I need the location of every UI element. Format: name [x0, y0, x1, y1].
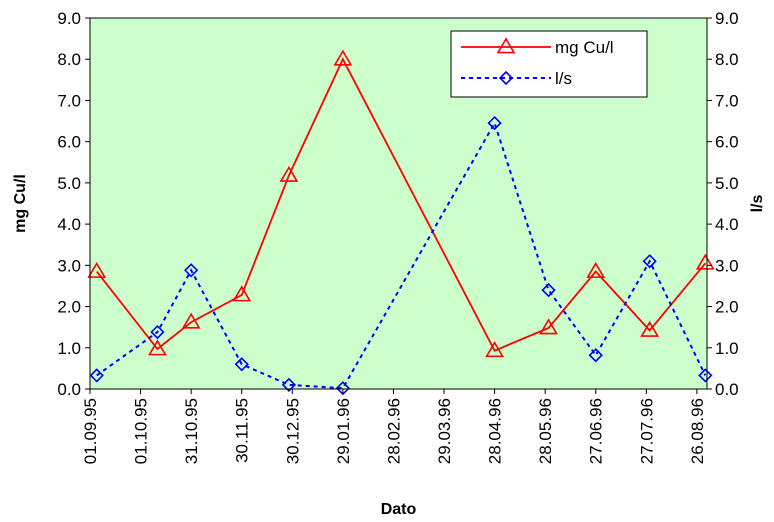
- series-0: [87, 49, 715, 358]
- data-point-0: [586, 261, 606, 278]
- data-point-0: [279, 165, 299, 182]
- x-tick-label: 01.09.95: [81, 398, 100, 464]
- data-point-0: [640, 320, 660, 337]
- x-tick-label: 30.11.95: [233, 398, 252, 463]
- data-point-1: [184, 263, 199, 278]
- y-tick-label-right: 3.0: [715, 256, 739, 275]
- y-tick-label-right: 8.0: [715, 50, 739, 69]
- y-tick-label-left: 3.0: [57, 256, 81, 275]
- data-point-0: [232, 285, 252, 302]
- y-axis-title-left: mg Cu/l: [12, 174, 29, 233]
- legend-label: mg Cu/l: [555, 38, 614, 57]
- x-tick-label: 28.05.96: [536, 398, 555, 464]
- data-point-1: [588, 348, 603, 363]
- axes: 0.0 0.0 1.0 1.0 2.0 2.0 3.0 3.0 4.0 4.0 5.0 5.0 6.0 6…: [57, 9, 738, 464]
- y-tick-label-left: 0.0: [57, 380, 81, 399]
- x-tick-label: 29.01.96: [334, 398, 353, 464]
- y-tick-label-left: 1.0: [57, 339, 81, 358]
- y-tick-label-right: 5.0: [715, 174, 739, 193]
- data-point-0: [695, 253, 715, 270]
- y-axis-title-right: l/s: [749, 195, 766, 213]
- data-point-0: [539, 318, 558, 335]
- y-tick-label-right: 1.0: [715, 339, 739, 358]
- data-point-0: [181, 312, 201, 329]
- legend-marker: [496, 37, 516, 54]
- series-line-1: [96, 120, 707, 390]
- y-tick-label-left: 6.0: [57, 133, 81, 152]
- data-point-0: [485, 341, 504, 358]
- data-point-1: [150, 324, 165, 340]
- x-tick-label: 28.02.96: [384, 398, 403, 464]
- y-tick-label-right: 7.0: [715, 91, 739, 110]
- y-tick-label-right: 4.0: [715, 215, 739, 234]
- y-tick-label-left: 4.0: [57, 215, 81, 234]
- y-tick-label-right: 2.0: [715, 298, 739, 317]
- series-1: [89, 115, 713, 396]
- y-tick-label-left: 8.0: [57, 50, 81, 69]
- y-tick-label-right: 9.0: [715, 9, 739, 28]
- y-tick-label-right: 6.0: [715, 133, 739, 152]
- data-point-1: [89, 368, 104, 383]
- x-tick-label: 28.04.96: [486, 398, 505, 464]
- x-tick-label: 26.08.96: [688, 398, 707, 464]
- data-point-0: [148, 339, 167, 356]
- legend-marker: [498, 70, 514, 86]
- x-tick-label: 01.10.95: [132, 398, 151, 464]
- data-point-1: [487, 115, 502, 131]
- y-tick-label-left: 7.0: [57, 91, 81, 110]
- data-point-1: [642, 254, 657, 269]
- y-tick-label-left: 2.0: [57, 298, 81, 317]
- y-tick-label-left: 9.0: [57, 9, 81, 28]
- x-tick-label: 29.03.96: [435, 398, 454, 464]
- x-axis-title: Dato: [381, 501, 417, 518]
- data-point-1: [281, 377, 297, 393]
- legend-label: l/s: [555, 69, 572, 88]
- data-point-0: [333, 49, 353, 66]
- series-line-0: [96, 57, 707, 352]
- y-tick-label-right: 0.0: [715, 380, 739, 399]
- x-tick-label: 27.07.96: [637, 398, 656, 464]
- data-point-1: [335, 381, 351, 396]
- plot-content: [87, 49, 715, 396]
- x-tick-label: 30.12.95: [283, 398, 302, 464]
- x-tick-label: 31.10.95: [182, 398, 201, 464]
- data-point-1: [698, 368, 713, 383]
- data-point-1: [234, 357, 249, 372]
- x-tick-label: 27.06.96: [587, 398, 606, 464]
- data-point-0: [87, 261, 107, 278]
- legend-box: [450, 30, 648, 98]
- data-point-1: [541, 282, 556, 298]
- legend: mg Cu/l l/s: [450, 30, 648, 98]
- y-tick-label-left: 5.0: [57, 174, 81, 193]
